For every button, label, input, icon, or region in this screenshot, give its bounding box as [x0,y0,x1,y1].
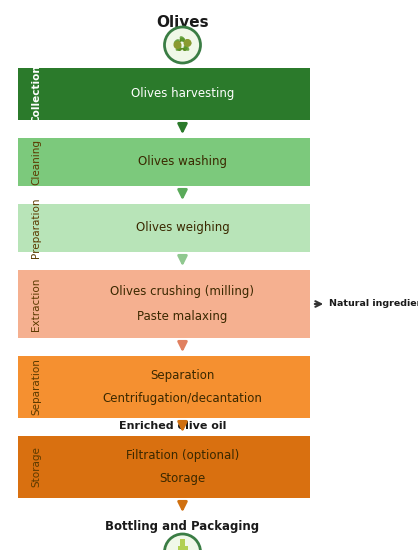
Bar [180,539,185,546]
Ellipse shape [180,36,185,42]
Circle shape [173,41,181,49]
Text: Separation: Separation [31,359,41,415]
Ellipse shape [173,39,179,45]
Circle shape [165,27,201,63]
Bar [55,270,310,338]
Text: Paste malaxing: Paste malaxing [137,310,228,323]
Circle shape [165,534,201,550]
Text: Bottling and Packaging: Bottling and Packaging [105,520,260,533]
Bar [55,436,310,498]
Text: Olives crushing (milling): Olives crushing (milling) [110,285,255,298]
Ellipse shape [176,45,181,51]
Text: Olives washing: Olives washing [138,156,227,168]
Text: Cleaning: Cleaning [31,139,41,185]
Text: Collection: Collection [31,65,41,123]
Bar [18,138,55,186]
Ellipse shape [184,45,189,51]
Bar [55,68,310,120]
Bar [18,68,55,120]
Bar [55,356,310,418]
Text: Olives weighing: Olives weighing [135,222,229,234]
Text: Olives harvesting: Olives harvesting [131,87,234,101]
Text: Centrifugation/decantation: Centrifugation/decantation [102,392,263,405]
Ellipse shape [186,39,191,45]
Text: Filtration (optional): Filtration (optional) [126,449,239,463]
Bar [18,436,55,498]
Bar [55,138,310,186]
Text: Preparation: Preparation [31,198,41,258]
Bar [178,546,188,550]
Text: ✿: ✿ [174,36,191,54]
Bar [18,356,55,418]
Text: Enriched olive oil: Enriched olive oil [119,421,226,431]
Text: Separation: Separation [150,370,215,382]
Text: Olives: Olives [156,15,209,30]
Text: Storage: Storage [159,472,206,485]
Bar [55,204,310,252]
Text: Natural ingredient addition: Natural ingredient addition [329,300,418,309]
Bar [18,204,55,252]
Text: Storage: Storage [31,447,41,487]
Text: Extraction: Extraction [31,277,41,331]
Bar [18,270,55,338]
Circle shape [184,39,191,47]
